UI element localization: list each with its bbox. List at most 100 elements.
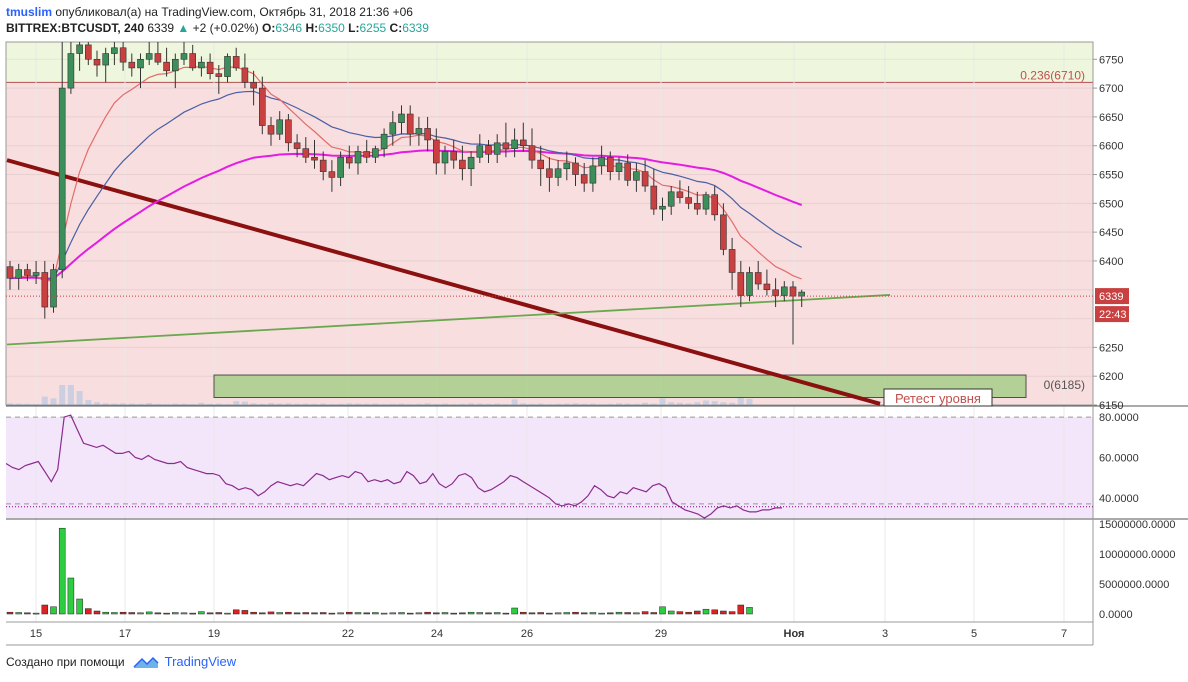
candle-up — [15, 269, 22, 279]
volume-bar — [276, 612, 283, 615]
volume-overlay-bar — [502, 404, 509, 405]
volume-bar — [380, 612, 388, 615]
candle-down — [215, 73, 223, 77]
volume-bar — [163, 612, 170, 615]
author-name[interactable]: tmuslim — [6, 5, 53, 19]
volume-overlay-bar — [737, 396, 744, 405]
volume-overlay-bar — [207, 403, 214, 405]
candle-up — [798, 291, 806, 297]
volume-overlay-bar — [555, 403, 562, 405]
volume-bar — [450, 612, 457, 615]
candle-up — [58, 87, 66, 270]
volume-overlay-bar — [120, 403, 127, 405]
volume-tick-label: 0.0000 — [1099, 609, 1133, 621]
fib-lower-zone — [6, 82, 1093, 405]
time-tick-label: 3 — [882, 628, 888, 640]
volume-overlay-bar — [642, 402, 649, 405]
open-value: 6346 — [275, 21, 303, 35]
volume-bar — [154, 612, 162, 615]
volume-overlay-bar — [589, 403, 596, 405]
volume-bar — [259, 612, 266, 615]
volume-overlay-bar — [285, 403, 292, 405]
volume-overlay-bar — [407, 404, 414, 405]
candle-down — [163, 61, 170, 72]
support-zone-box — [213, 374, 1027, 399]
candle-down — [763, 283, 771, 291]
volume-bar — [319, 612, 327, 615]
volume-overlay-bar — [146, 403, 153, 405]
volume-overlay-bar — [363, 403, 370, 405]
volume-overlay-bar — [128, 403, 135, 405]
volume-overlay-bar — [294, 403, 301, 405]
volume-bar — [102, 611, 109, 615]
price-tick-label: 6650 — [1099, 112, 1123, 124]
downtrend-line — [6, 158, 881, 406]
volume-overlay-bar — [111, 403, 118, 405]
candle-down — [258, 87, 266, 126]
candle-down — [720, 214, 727, 250]
price-tick-label: 6600 — [1099, 141, 1123, 153]
candle-up — [441, 151, 449, 164]
publish-info: опубликовал(а) на TradingView.com, Октяб… — [55, 5, 413, 19]
uptrend-line — [6, 294, 891, 346]
volume-overlay-bar — [494, 403, 501, 405]
volume-overlay-bar — [94, 402, 100, 405]
volume-bar — [493, 612, 501, 615]
volume-bar — [119, 611, 127, 615]
price-tick-label: 6250 — [1099, 342, 1123, 354]
candle-up — [633, 171, 640, 181]
volume-overlay-bar — [346, 403, 353, 405]
candle-down — [485, 145, 492, 155]
volume-overlay-bar — [694, 402, 701, 405]
candle-down — [580, 174, 588, 184]
candle-down — [459, 159, 466, 170]
volume-overlay-bar — [215, 403, 222, 405]
volume-bar — [433, 612, 440, 615]
volume-overlay-bar — [511, 399, 518, 405]
volume-bar — [6, 611, 14, 615]
candle-down — [546, 168, 553, 178]
symbol-name[interactable]: BITTREX:BTCUSDT, 240 — [6, 21, 145, 35]
volume-overlay-bar — [616, 403, 622, 405]
volume-bar — [685, 611, 692, 615]
tradingview-logo-icon — [133, 656, 159, 668]
volume-bar — [58, 527, 66, 615]
candle-up — [493, 142, 501, 155]
volume-bar — [467, 611, 475, 615]
candle-down — [302, 148, 310, 158]
candle-down — [502, 142, 510, 149]
volume-overlay-bar — [7, 403, 13, 405]
volume-overlay-bar — [442, 403, 448, 405]
candle-down — [693, 203, 701, 210]
volume-overlay-bar — [598, 404, 605, 405]
candle-down — [789, 286, 797, 297]
volume-overlay-bar — [459, 403, 466, 405]
volume-overlay-bar — [389, 403, 396, 405]
candle-up — [102, 53, 109, 66]
volume-overlay-bar — [50, 398, 57, 405]
candle-up — [76, 44, 83, 54]
volume-bar — [441, 612, 449, 615]
volume-bar — [702, 608, 710, 615]
tradingview-link[interactable]: TradingView — [133, 654, 236, 669]
candle-up — [145, 53, 153, 60]
candle-down — [206, 61, 214, 74]
candle-down — [311, 156, 318, 161]
volume-bar — [293, 612, 301, 615]
candle-up — [389, 122, 397, 135]
volume-overlay-bar — [172, 403, 179, 405]
volume-bar — [76, 598, 83, 615]
volume-bar — [311, 612, 318, 615]
volume-overlay-bar — [85, 399, 92, 405]
volume-bar — [172, 612, 179, 615]
volume-bar — [302, 612, 310, 615]
volume-overlay-bar — [468, 403, 475, 405]
candle-up — [224, 56, 231, 77]
fib-upper-zone — [6, 42, 1093, 83]
open-label: O: — [262, 21, 276, 35]
candle-up — [702, 194, 710, 210]
time-badge-text: 22:43 — [1099, 309, 1127, 321]
volume-overlay-bar — [137, 403, 144, 405]
volume-overlay-bar — [624, 403, 631, 405]
